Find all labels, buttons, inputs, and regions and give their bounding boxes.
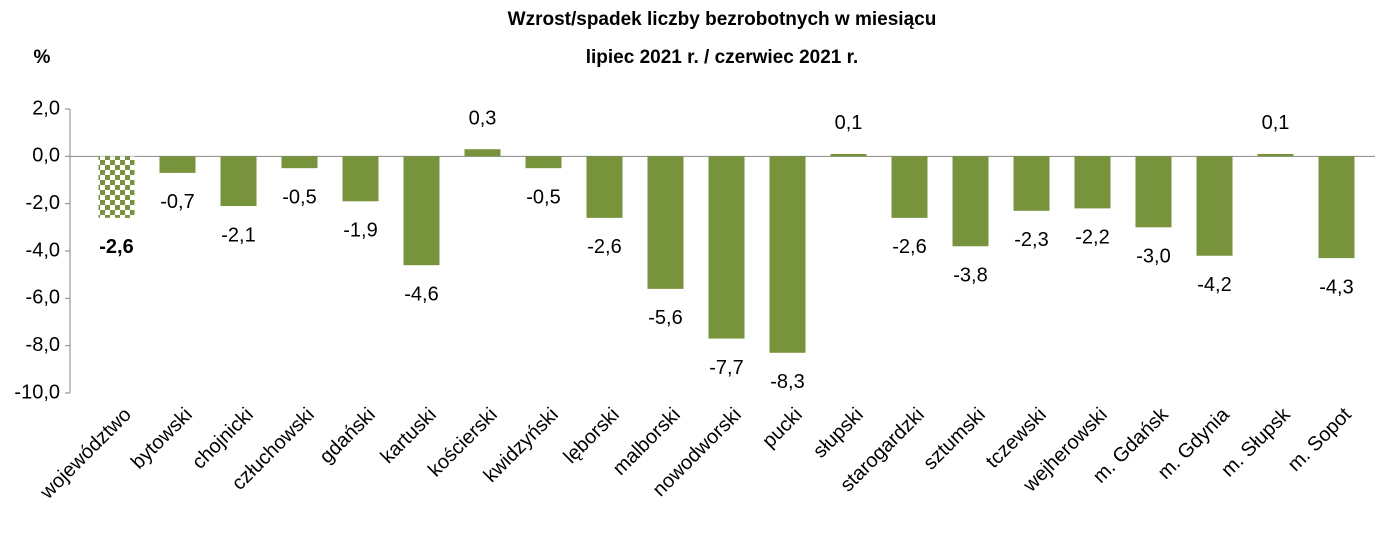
data-label: -2,3 [1014, 229, 1048, 251]
bar [403, 156, 440, 266]
data-label: -8,3 [770, 371, 804, 393]
data-label: 0,1 [835, 112, 863, 134]
data-label: -4,2 [1197, 274, 1231, 296]
bar [1318, 156, 1355, 259]
bar [708, 156, 745, 339]
data-label: -3,8 [953, 265, 987, 287]
data-label: -2,1 [221, 224, 255, 246]
data-label: -3,0 [1136, 246, 1170, 268]
bar [891, 156, 928, 218]
bar [281, 156, 318, 169]
bar [647, 156, 684, 289]
chart-title: lipiec 2021 r. / czerwiec 2021 r. [586, 47, 859, 68]
bar [159, 156, 196, 173]
data-label: -1,9 [343, 220, 377, 242]
bar [830, 153, 867, 157]
bar [586, 156, 623, 218]
x-tick-label: pucki [758, 404, 807, 453]
data-label: -2,2 [1075, 227, 1109, 249]
x-tick-label: słupski [809, 404, 868, 463]
data-label: -5,6 [648, 307, 682, 329]
data-label: -0,5 [282, 186, 316, 208]
y-tick-label: -8,0 [26, 334, 60, 356]
x-tick-label: gdański [315, 404, 379, 468]
y-tick-label: -10,0 [14, 381, 60, 403]
bar [464, 149, 501, 157]
x-tick-label: m. Sopot [1284, 403, 1356, 475]
data-label: -2,6 [892, 236, 926, 258]
data-label: -4,6 [404, 283, 438, 305]
x-tick-label: sztumski [919, 404, 990, 475]
data-label: -2,6 [587, 236, 621, 258]
x-tick-label: bytowski [127, 404, 197, 474]
y-tick-label: -4,0 [26, 239, 60, 261]
y-tick-label: 0,0 [32, 145, 60, 167]
bar [769, 156, 806, 353]
bar [1257, 153, 1294, 157]
y-axis-label: % [34, 47, 51, 68]
bar [220, 156, 257, 207]
data-label: -0,5 [526, 186, 560, 208]
bar [1074, 156, 1111, 209]
data-label: 0,1 [1262, 112, 1290, 134]
data-label: -2,6 [99, 236, 133, 258]
bar [1135, 156, 1172, 228]
data-label: 0,3 [469, 108, 497, 130]
y-tick-label: -2,0 [26, 192, 60, 214]
y-tick-label: 2,0 [32, 97, 60, 119]
bar [952, 156, 989, 247]
data-label: -0,7 [160, 191, 194, 213]
bar [342, 156, 379, 202]
bar [98, 156, 135, 218]
data-label: -4,3 [1319, 276, 1353, 298]
bar [1196, 156, 1233, 256]
data-label: -7,7 [709, 357, 743, 379]
bar [525, 156, 562, 169]
x-tick-label: województwo [35, 404, 135, 504]
y-tick-label: -6,0 [26, 287, 60, 309]
bar [1013, 156, 1050, 211]
chart-title: Wzrost/spadek liczby bezrobotnych w mies… [508, 9, 937, 30]
